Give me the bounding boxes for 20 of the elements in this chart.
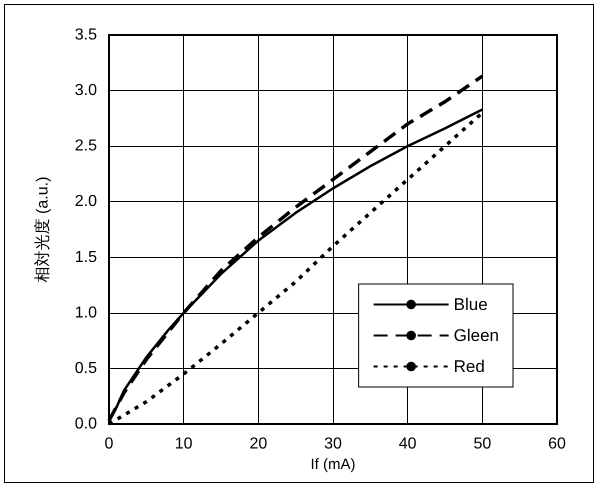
legend-label: Red	[454, 357, 485, 376]
x-axis-title: If (mA)	[310, 456, 356, 473]
y-tick-label: 1.5	[74, 248, 98, 266]
y-tick-label: 2.5	[74, 138, 98, 155]
legend-label: Blue	[454, 295, 488, 314]
x-tick-label: 0	[104, 436, 114, 452]
y-tick-label: 0.0	[74, 416, 98, 432]
x-tick-label: 40	[398, 436, 417, 452]
y-tick-label: 3.5	[74, 26, 98, 44]
y-tick-label: 0.5	[74, 360, 98, 377]
y-tick-label: 3.0	[74, 82, 98, 100]
x-tick-label: 50	[473, 436, 492, 452]
x-tick-label: 10	[174, 436, 193, 452]
x-tick-label: 30	[324, 436, 342, 452]
legend-label: Gleen	[454, 326, 500, 345]
x-tick-label: 20	[249, 436, 268, 452]
x-tick-label: 60	[548, 436, 566, 452]
y-axis-title: 相対光度 (a.u.)	[34, 176, 52, 282]
y-tick-label: 1.0	[74, 304, 98, 322]
y-tick-label: 2.0	[74, 193, 98, 210]
